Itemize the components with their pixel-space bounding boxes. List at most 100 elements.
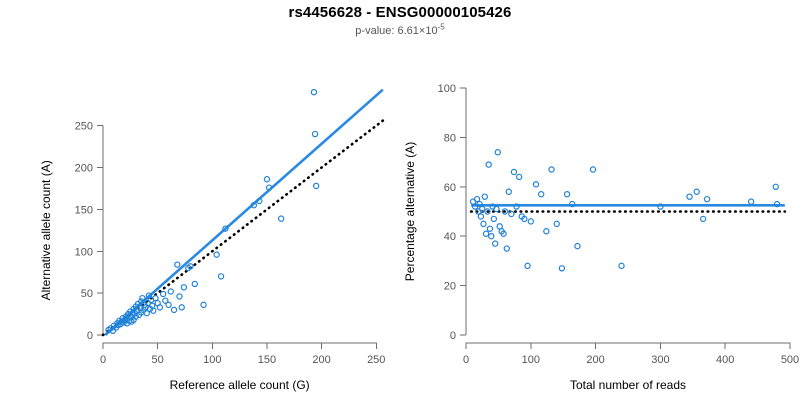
x-tick-label: 200 xyxy=(312,354,330,366)
data-point xyxy=(250,202,258,209)
data-point xyxy=(657,203,664,210)
data-point xyxy=(152,294,159,302)
data-point xyxy=(527,218,534,225)
x-tick-label: 400 xyxy=(716,354,734,366)
y-tick-label: 40 xyxy=(444,231,456,243)
data-point xyxy=(505,188,512,195)
data-point xyxy=(563,191,571,198)
data-point xyxy=(222,225,229,232)
x-tick-label: 500 xyxy=(781,354,799,366)
y-tick-label: 80 xyxy=(444,132,456,144)
percentage-alternative-plot: 0 20 40 60 80 100 0 100 200 300 400 500 Total number… xyxy=(403,83,799,392)
data-point xyxy=(312,182,320,190)
data-point xyxy=(553,220,560,228)
y-tick-label: 0 xyxy=(450,330,456,342)
allele-counts-plot: 0 50 100 150 200 250 0 50 100 150 200 250 Reference … xyxy=(39,88,385,392)
data-point xyxy=(265,184,273,191)
reference-line xyxy=(101,119,385,337)
y-tick-label: 150 xyxy=(75,204,93,216)
x-tick-label: 50 xyxy=(152,354,164,366)
pvalue-text: p-value: 6.61×10 xyxy=(355,25,438,37)
y-tick-label: 50 xyxy=(81,288,93,300)
data-point xyxy=(200,301,207,309)
data-point xyxy=(515,173,523,181)
x-axis-title: Reference allele count (G) xyxy=(170,378,310,392)
data-point xyxy=(491,240,499,247)
data-point xyxy=(574,242,581,250)
data-point xyxy=(618,262,625,270)
data-point xyxy=(473,195,481,203)
data-point xyxy=(311,130,319,138)
x-tick-label: 100 xyxy=(203,354,221,366)
data-point-group xyxy=(105,88,320,335)
data-point xyxy=(773,200,781,208)
y-axis-line xyxy=(460,87,467,336)
data-point xyxy=(532,181,540,188)
y-axis-title: Alternative allele count (A) xyxy=(39,160,53,300)
pvalue-subtitle: p-value: 6.61×10-5 xyxy=(0,22,800,37)
data-point xyxy=(217,273,225,280)
data-point xyxy=(569,200,576,208)
data-point xyxy=(772,183,779,190)
y-tick-label: 100 xyxy=(75,246,93,258)
pvalue-exponent: -5 xyxy=(437,22,445,32)
x-tick-label: 150 xyxy=(258,354,276,366)
data-point xyxy=(476,200,483,208)
data-point xyxy=(478,205,486,213)
data-point xyxy=(493,205,500,213)
data-point xyxy=(277,215,285,222)
data-point xyxy=(548,166,555,173)
y-tick-label: 20 xyxy=(444,281,456,293)
data-point xyxy=(693,188,700,195)
data-point xyxy=(167,288,174,295)
x-axis-line xyxy=(465,342,791,349)
data-point xyxy=(503,245,511,252)
data-point xyxy=(477,213,485,220)
x-tick-label: 300 xyxy=(651,354,669,366)
data-point-group xyxy=(469,149,781,272)
x-tick-label: 100 xyxy=(522,354,540,366)
data-point xyxy=(500,230,507,237)
data-point xyxy=(513,203,520,210)
data-point xyxy=(156,304,164,311)
data-point xyxy=(180,284,188,291)
data-point xyxy=(686,193,693,200)
data-point xyxy=(494,149,501,156)
page-title: rs4456628 - ENSG00000105426 xyxy=(288,4,512,21)
data-point xyxy=(150,307,157,314)
data-point xyxy=(176,293,183,300)
data-point xyxy=(174,261,181,268)
data-point xyxy=(159,290,167,298)
data-point xyxy=(480,220,487,228)
y-tick-label: 200 xyxy=(75,163,93,175)
data-point xyxy=(589,166,597,173)
data-point xyxy=(165,301,172,309)
data-point xyxy=(482,230,490,237)
y-tick-label: 0 xyxy=(87,330,93,342)
data-point xyxy=(143,310,150,317)
data-point xyxy=(132,313,139,320)
data-point xyxy=(501,208,509,215)
y-tick-label: 250 xyxy=(75,121,93,133)
y-axis-title: Percentage alternative (A) xyxy=(403,142,417,281)
y-axis-line xyxy=(97,125,104,336)
x-axis-title: Total number of reads xyxy=(570,378,686,392)
x-tick-label: 250 xyxy=(367,354,385,366)
data-point xyxy=(263,176,271,183)
data-point xyxy=(162,297,169,304)
data-point xyxy=(170,306,178,314)
data-point xyxy=(486,225,494,232)
data-point xyxy=(699,215,707,223)
data-point xyxy=(510,168,518,176)
data-point xyxy=(508,210,515,218)
x-axis-line xyxy=(102,342,377,349)
data-point xyxy=(484,208,491,215)
data-point xyxy=(310,88,318,96)
x-tick-label: 0 xyxy=(100,354,106,366)
data-point xyxy=(139,294,146,302)
y-tick-label: 100 xyxy=(438,83,456,95)
data-point xyxy=(256,197,263,205)
data-point xyxy=(191,280,199,288)
data-point xyxy=(138,298,145,305)
